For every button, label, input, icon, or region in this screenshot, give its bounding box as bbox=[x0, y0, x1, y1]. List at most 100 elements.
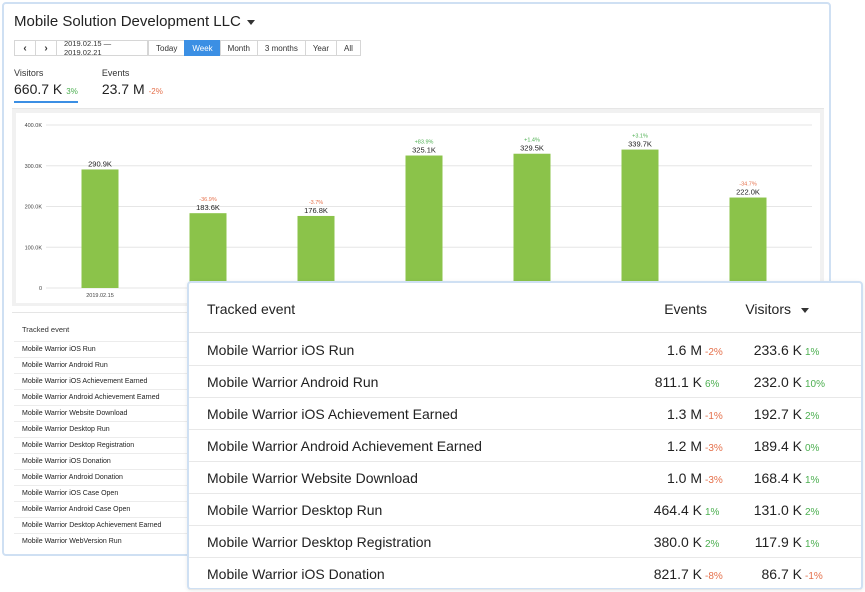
tracked-event-row[interactable]: Mobile Warrior iOS Achievement Earned 1.3… bbox=[189, 398, 861, 430]
background-event-table: Tracked event Mobile Warrior iOS Run Mobi… bbox=[12, 312, 824, 552]
bar-value-label: 183.6K bbox=[196, 203, 220, 212]
bar-change-label: -36.9% bbox=[199, 197, 217, 203]
events-cell: 464.4 K 1% bbox=[638, 502, 727, 518]
visitors-cell: 189.4 K 0% bbox=[738, 438, 833, 454]
date-range-picker[interactable]: 2019.02.15 — 2019.02.21 bbox=[56, 39, 148, 57]
bar-change-label: -34.7% bbox=[739, 182, 757, 188]
background-table-row[interactable]: Mobile Warrior Desktop Registration bbox=[14, 437, 194, 453]
visitors-change-badge: -1% bbox=[805, 571, 823, 582]
background-table-row[interactable]: Mobile Warrior iOS Case Open bbox=[14, 485, 194, 501]
tracked-event-row[interactable]: Mobile Warrior Android Run 811.1 K 6% 232.0… bbox=[189, 366, 861, 398]
visitors-change-badge: 10% bbox=[805, 379, 826, 390]
period-button-year[interactable]: Year bbox=[304, 40, 337, 56]
y-tick-label: 200.0K bbox=[25, 205, 43, 211]
background-table-row[interactable]: Mobile Warrior Android Achievement Earne… bbox=[14, 389, 194, 405]
visitors-cell: 117.9 K 1% bbox=[738, 534, 833, 550]
events-cell: 380.0 K 2% bbox=[638, 534, 727, 550]
events-value: 23.7 M bbox=[101, 81, 145, 97]
period-button-today[interactable]: Today bbox=[148, 40, 186, 56]
events-count: 1.2 M bbox=[666, 438, 702, 454]
x-tick-label: 2019.02.15 bbox=[86, 293, 114, 299]
tracked-event-row[interactable]: Mobile Warrior Desktop Run 464.4 K 1% 131.0… bbox=[189, 494, 861, 526]
events-cell: 1.6 M -2% bbox=[638, 342, 727, 358]
chart-plot: 0 100.0K 200.0K 300.0K 400.0K 290.9K 2019.02.1… bbox=[16, 113, 820, 303]
visitors-metric-tab[interactable]: Visitors 660.7 K 3% bbox=[14, 68, 78, 103]
next-period-button[interactable]: › bbox=[35, 40, 57, 56]
app-title: Mobile Solution Development LLC bbox=[14, 13, 241, 30]
event-name: Mobile Warrior Android Run bbox=[207, 374, 379, 390]
period-button-month[interactable]: Month bbox=[219, 40, 258, 56]
bar[interactable] bbox=[513, 153, 551, 288]
prev-period-button[interactable]: ‹ bbox=[14, 40, 36, 56]
visitors-cell: 232.0 K 10% bbox=[738, 374, 833, 390]
visitors-change-badge: 1% bbox=[805, 539, 820, 550]
tracked-event-row[interactable]: Mobile Warrior Website Download 1.0 M -3% 1… bbox=[189, 462, 861, 494]
sort-desc-icon bbox=[801, 307, 809, 313]
background-table-row[interactable]: Mobile Warrior Android Donation bbox=[14, 469, 194, 485]
background-table-row[interactable]: Mobile Warrior iOS Achievement Earned bbox=[14, 373, 194, 389]
event-name: Mobile Warrior Desktop Run bbox=[207, 502, 383, 518]
events-change-badge: -1% bbox=[705, 411, 723, 422]
y-tick-label: 400.0K bbox=[25, 123, 43, 129]
tracked-event-row[interactable]: Mobile Warrior iOS Run 1.6 M -2% 233.6 K 1% bbox=[189, 334, 861, 366]
bar[interactable] bbox=[729, 197, 767, 288]
visitors-change-badge: 1% bbox=[805, 475, 820, 486]
bar[interactable] bbox=[405, 155, 443, 288]
visitors-change: 3% bbox=[66, 87, 78, 96]
period-button-group: Today Week Month 3 months Year All bbox=[148, 40, 361, 56]
bar-value-label: 325.1K bbox=[412, 146, 436, 155]
visitors-count: 86.7 K bbox=[761, 566, 802, 582]
visitors-value: 660.7 K bbox=[14, 81, 63, 97]
events-metric-tab[interactable]: Events 23.7 M -2% bbox=[102, 68, 163, 103]
events-count: 811.1 K bbox=[654, 374, 702, 390]
tracked-events-header: Tracked event Events Visitors bbox=[189, 283, 861, 333]
tracked-event-row[interactable]: Mobile Warrior iOS Donation 821.7 K -8% 86.… bbox=[189, 558, 861, 590]
bar[interactable] bbox=[81, 169, 119, 288]
background-table-row[interactable]: Mobile Warrior Android Case Open bbox=[14, 501, 194, 517]
events-count: 380.0 K bbox=[653, 534, 702, 550]
tracked-event-row[interactable]: Mobile Warrior Android Achievement Earne… bbox=[189, 430, 861, 462]
events-count: 1.6 M bbox=[666, 342, 702, 358]
column-header-events[interactable]: Events bbox=[664, 301, 707, 317]
event-name: Mobile Warrior Website Download bbox=[207, 470, 418, 486]
events-change-badge: -3% bbox=[705, 443, 723, 454]
visitors-count: 192.7 K bbox=[753, 406, 802, 422]
bar[interactable] bbox=[189, 213, 227, 288]
bar-value-label: 176.8K bbox=[304, 206, 328, 215]
visitors-cell: 233.6 K 1% bbox=[738, 342, 833, 358]
bar[interactable] bbox=[621, 149, 659, 288]
visitors-label: Visitors bbox=[14, 68, 44, 78]
visitors-change-badge: 0% bbox=[805, 443, 820, 454]
events-change-badge: 6% bbox=[705, 379, 720, 390]
event-name: Mobile Warrior Desktop Registration bbox=[207, 534, 432, 550]
event-name: Mobile Warrior iOS Achievement Earned bbox=[207, 406, 458, 422]
background-table-row[interactable]: Mobile Warrior Desktop Achievement Earne… bbox=[14, 517, 194, 533]
dashboard-panel: Mobile Solution Development LLC ‹ › 2019… bbox=[2, 2, 831, 556]
visitors-cell: 192.7 K 2% bbox=[738, 406, 833, 422]
background-table-row[interactable]: Mobile Warrior Desktop Run bbox=[14, 421, 194, 437]
tracked-events-card: Tracked event Events Visitors Mobile War… bbox=[187, 281, 863, 590]
events-change-badge: 2% bbox=[705, 539, 720, 550]
visitors-change-badge: 2% bbox=[805, 507, 820, 518]
period-button-week[interactable]: Week bbox=[184, 40, 221, 56]
column-header-visitors[interactable]: Visitors bbox=[745, 301, 809, 317]
background-table-row[interactable]: Mobile Warrior Android Run bbox=[14, 357, 194, 373]
events-cell: 1.3 M -1% bbox=[638, 406, 727, 422]
app-title-dropdown[interactable]: Mobile Solution Development LLC bbox=[14, 13, 255, 30]
events-change-badge: -2% bbox=[705, 347, 723, 358]
period-button-all[interactable]: All bbox=[335, 40, 361, 56]
background-table-row[interactable]: Mobile Warrior WebVersion Run bbox=[14, 533, 194, 549]
bar-change-label: +3.1% bbox=[632, 134, 648, 140]
background-table-row[interactable]: Mobile Warrior Website Download bbox=[14, 405, 194, 421]
events-count: 464.4 K bbox=[653, 502, 702, 518]
bar-change-label: +83.9% bbox=[415, 140, 434, 146]
tracked-event-row[interactable]: Mobile Warrior Desktop Registration 380.0… bbox=[189, 526, 861, 558]
events-label: Events bbox=[101, 68, 130, 78]
events-change-badge: -8% bbox=[705, 571, 723, 582]
period-button-3-months[interactable]: 3 months bbox=[256, 40, 306, 56]
bar-chart: 0 100.0K 200.0K 300.0K 400.0K 290.9K 2019.02.1… bbox=[25, 123, 812, 299]
background-table-row[interactable]: Mobile Warrior iOS Donation bbox=[14, 453, 194, 469]
background-table-row[interactable]: Mobile Warrior iOS Run bbox=[14, 341, 194, 357]
chart-container: 0 100.0K 200.0K 300.0K 400.0K 290.9K 2019.02.1… bbox=[12, 108, 824, 306]
bar[interactable] bbox=[297, 215, 335, 288]
